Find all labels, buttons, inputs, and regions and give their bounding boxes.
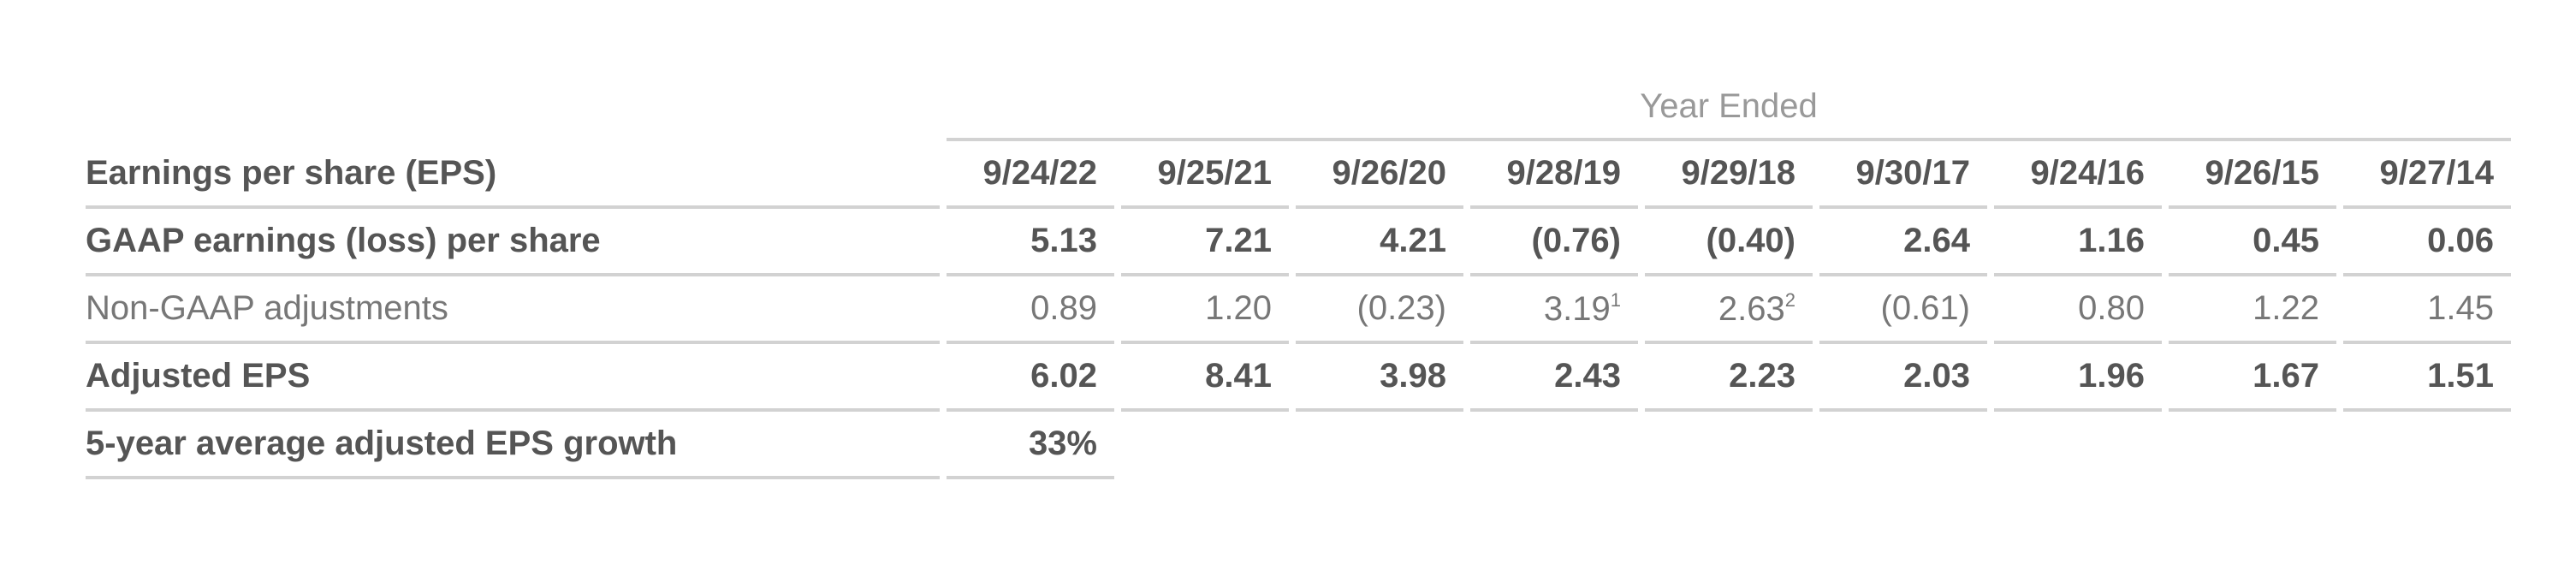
value-cell: 0.45: [2169, 209, 2336, 276]
column-header: 9/28/19: [1470, 141, 1638, 209]
eps-table: Year Ended Earnings per share (EPS) 9/24/2…: [79, 75, 2518, 479]
value-cell: 7.21: [1121, 209, 1289, 276]
value-cell: (0.61): [1819, 276, 1987, 344]
empty-cell: [1296, 412, 1463, 479]
value-cell: 0.80: [1994, 276, 2162, 344]
value-cell: 1.45: [2343, 276, 2511, 344]
value-cell: 0.06: [2343, 209, 2511, 276]
value-cell: 5.13: [947, 209, 1114, 276]
value-cell: 8.41: [1121, 344, 1289, 412]
empty-cell: [1819, 412, 1987, 479]
column-header: 9/26/15: [2169, 141, 2336, 209]
value-cell: 2.03: [1819, 344, 1987, 412]
value-cell: 1.51: [2343, 344, 2511, 412]
value-cell: 3.98: [1296, 344, 1463, 412]
value-cell: (0.40): [1645, 209, 1813, 276]
value-cell: 6.02: [947, 344, 1114, 412]
value-cell: 1.20: [1121, 276, 1289, 344]
row-label: Adjusted EPS: [86, 344, 940, 412]
empty-cell: [1470, 412, 1638, 479]
empty-cell: [1121, 412, 1289, 479]
column-header: 9/26/20: [1296, 141, 1463, 209]
value-cell: 1.96: [1994, 344, 2162, 412]
blank-cell: [86, 75, 940, 141]
group-label: Year Ended: [947, 75, 2511, 141]
header-row: Earnings per share (EPS) 9/24/22 9/25/21 9/…: [86, 141, 2511, 209]
row-label: GAAP earnings (loss) per share: [86, 209, 940, 276]
empty-cell: [2343, 412, 2511, 479]
column-header: 9/30/17: [1819, 141, 1987, 209]
column-header: 9/29/18: [1645, 141, 1813, 209]
value-text: 3.19: [1543, 289, 1611, 328]
row-label: 5-year average adjusted EPS growth: [86, 412, 940, 479]
value-cell: 0.89: [947, 276, 1114, 344]
value-cell: 3.191: [1470, 276, 1638, 344]
value-cell: 2.632: [1645, 276, 1813, 344]
row-label: Non-GAAP adjustments: [86, 276, 940, 344]
group-header-row: Year Ended: [86, 75, 2511, 141]
table-row: 5-year average adjusted EPS growth 33%: [86, 412, 2511, 479]
value-cell: 2.23: [1645, 344, 1813, 412]
eps-table-container: Year Ended Earnings per share (EPS) 9/24/2…: [79, 75, 2518, 479]
column-header: 9/25/21: [1121, 141, 1289, 209]
value-text: 2.63: [1718, 289, 1785, 328]
value-cell: 2.43: [1470, 344, 1638, 412]
value-cell: 1.16: [1994, 209, 2162, 276]
value-cell: (0.23): [1296, 276, 1463, 344]
empty-cell: [1994, 412, 2162, 479]
value-cell: (0.76): [1470, 209, 1638, 276]
header-label: Earnings per share (EPS): [86, 141, 940, 209]
table-row: Non-GAAP adjustments 0.89 1.20 (0.23) 3.191 2…: [86, 276, 2511, 344]
empty-cell: [2169, 412, 2336, 479]
value-cell: 2.64: [1819, 209, 1987, 276]
footnote-marker: 2: [1784, 288, 1795, 311]
value-cell: 4.21: [1296, 209, 1463, 276]
column-header: 9/24/22: [947, 141, 1114, 209]
table-row: Adjusted EPS 6.02 8.41 3.98 2.43 2.23 2.03 1.96…: [86, 344, 2511, 412]
value-cell: 1.67: [2169, 344, 2336, 412]
value-cell: 33%: [947, 412, 1114, 479]
column-header: 9/27/14: [2343, 141, 2511, 209]
table-row: GAAP earnings (loss) per share 5.13 7.21 4.…: [86, 209, 2511, 276]
footnote-marker: 1: [1610, 288, 1621, 311]
value-cell: 1.22: [2169, 276, 2336, 344]
column-header: 9/24/16: [1994, 141, 2162, 209]
empty-cell: [1645, 412, 1813, 479]
